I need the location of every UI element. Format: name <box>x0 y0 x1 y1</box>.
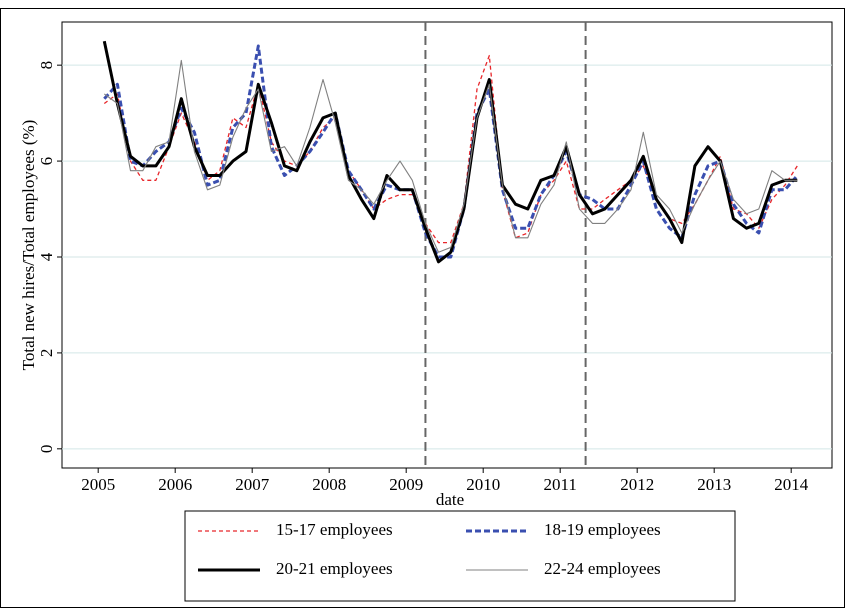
x-tick-label: 2012 <box>620 475 654 494</box>
legend-label: 18-19 employees <box>544 520 661 539</box>
x-tick-label: 2011 <box>544 475 577 494</box>
y-tick-label: 0 <box>37 445 56 454</box>
x-tick-label: 2013 <box>697 475 731 494</box>
x-tick-label: 2007 <box>235 475 270 494</box>
series-line <box>103 59 798 253</box>
y-tick-label: 2 <box>37 349 56 358</box>
plot-area <box>61 21 833 469</box>
x-tick-label: 2014 <box>774 475 809 494</box>
series-line <box>103 44 799 259</box>
x-axis-label: date <box>436 490 464 509</box>
frame <box>0 8 845 608</box>
x-tick-label: 2009 <box>389 475 423 494</box>
x-tick-label: 2010 <box>466 475 500 494</box>
legend-label: 20-21 employees <box>276 559 393 578</box>
series-line <box>103 54 798 244</box>
x-tick-label: 2005 <box>81 475 115 494</box>
legend-box <box>184 510 736 602</box>
legend-label: 22-24 employees <box>544 559 661 578</box>
x-tick-label: 2008 <box>312 475 346 494</box>
y-tick-label: 6 <box>37 157 56 166</box>
legend-label: 15-17 employees <box>276 520 393 539</box>
series-line <box>102 40 798 264</box>
x-tick-label: 2006 <box>158 475 192 494</box>
y-tick-label: 8 <box>37 61 56 70</box>
y-tick-label: 4 <box>37 252 56 261</box>
y-axis-label: Total new hires/Total employees (%) <box>19 120 38 371</box>
